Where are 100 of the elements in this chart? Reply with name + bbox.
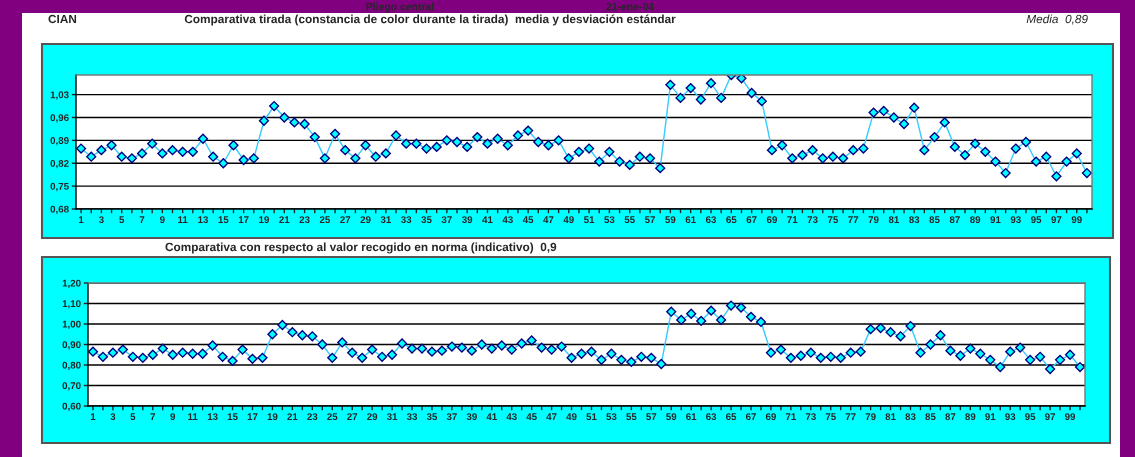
x-tick-label: 9 (170, 413, 176, 421)
x-tick-label: 41 (482, 216, 493, 223)
y-tick-label: 1,03 (50, 91, 69, 100)
x-tick-label: 87 (949, 216, 960, 224)
x-tick-label: 89 (965, 413, 976, 421)
x-tick-label: 33 (401, 216, 412, 224)
x-tick-label: 25 (319, 216, 331, 224)
y-tick-label: 1,00 (62, 320, 81, 330)
chart-title: Comparativa tirada (constancia de color durante la tirada) media y desviación estándar (184, 14, 676, 26)
x-tick-label: 99 (1064, 413, 1076, 421)
x-tick-label: 95 (1031, 216, 1042, 224)
x-tick-label: 23 (299, 216, 310, 224)
x-tick-label: 65 (726, 216, 737, 224)
x-tick-label: 29 (360, 216, 371, 224)
x-tick-label: 9 (159, 216, 165, 224)
x-tick-label: 59 (666, 413, 677, 421)
x-tick-label: 75 (827, 216, 839, 224)
x-tick-label: 97 (1045, 413, 1056, 421)
x-tick-label: 43 (506, 413, 517, 421)
x-tick-label: 51 (583, 216, 595, 224)
y-tick-label: 0,70 (62, 382, 81, 391)
y-tick-label: 1,20 (62, 279, 81, 289)
x-tick-label: 85 (925, 413, 936, 421)
x-tick-label: 99 (1071, 216, 1082, 224)
x-tick-label: 39 (466, 413, 477, 421)
x-tick-label: 25 (327, 413, 338, 421)
x-tick-label: 63 (706, 413, 717, 421)
y-tick-label: 0,90 (62, 341, 81, 350)
x-tick-label: 55 (624, 216, 635, 224)
x-tick-label: 95 (1025, 413, 1036, 421)
x-tick-label: 15 (227, 413, 238, 421)
x-tick-label: 63 (705, 216, 717, 224)
text: CIAN (48, 14, 77, 24)
x-tick-label: 77 (845, 413, 856, 420)
text: 21-ene-04 (606, 2, 654, 11)
x-tick-label: 81 (888, 216, 900, 224)
x-tick-label: 49 (566, 413, 577, 421)
y-tick-label: 0,68 (50, 205, 69, 215)
x-tick-label: 57 (644, 216, 656, 224)
x-tick-label: 69 (765, 413, 776, 421)
x-tick-label: 3 (98, 216, 104, 224)
x-tick-label: 7 (139, 216, 145, 223)
x-tick-label: 75 (825, 413, 836, 421)
x-tick-label: 31 (386, 413, 398, 421)
x-tick-label: 19 (259, 216, 270, 224)
x-tick-label: 81 (885, 413, 896, 421)
x-tick-label: 65 (726, 413, 737, 421)
x-tick-label: 87 (945, 413, 956, 421)
x-tick-label: 21 (279, 216, 290, 223)
x-tick-label: 69 (766, 216, 778, 224)
x-tick-label: 35 (426, 413, 438, 421)
x-tick-label: 83 (905, 413, 916, 421)
x-tick-label: 85 (929, 216, 940, 224)
x-tick-label: 1 (78, 216, 84, 223)
x-tick-label: 79 (865, 413, 876, 421)
x-tick-label: 3 (110, 413, 116, 421)
x-tick-label: 39 (461, 216, 473, 224)
x-tick-label: 67 (746, 216, 757, 224)
x-tick-label: 27 (340, 216, 351, 223)
x-tick-label: 55 (626, 413, 637, 421)
x-tick-label: 67 (745, 413, 756, 421)
x-tick-label: 91 (990, 216, 1001, 224)
x-tick-label: 7 (150, 413, 156, 420)
x-tick-label: 23 (307, 413, 318, 421)
x-tick-label: 59 (665, 216, 676, 224)
x-tick-label: 31 (380, 216, 392, 224)
x-tick-label: 11 (188, 413, 198, 420)
x-tick-label: 93 (1005, 413, 1016, 421)
y-tick-label: 1,10 (62, 300, 81, 309)
x-tick-label: 49 (563, 216, 574, 224)
y-tick-label: 0,75 (50, 182, 69, 192)
x-tick-label: 77 (848, 216, 859, 223)
x-tick-label: 11 (178, 216, 188, 223)
x-tick-label: 53 (606, 413, 617, 421)
x-tick-label: 53 (604, 216, 615, 224)
x-tick-label: 27 (347, 413, 358, 420)
x-tick-label: 97 (1051, 216, 1062, 224)
text: Pliego central (366, 2, 434, 13)
x-tick-label: 45 (526, 413, 537, 421)
x-tick-label: 91 (985, 413, 996, 421)
x-tick-label: 37 (441, 216, 452, 224)
x-tick-label: 47 (546, 413, 557, 420)
x-tick-label: 79 (868, 216, 879, 224)
x-tick-label: 61 (685, 216, 696, 224)
x-tick-label: 5 (119, 216, 125, 224)
x-tick-label: 61 (686, 413, 697, 421)
x-tick-label: 71 (787, 216, 798, 223)
x-tick-label: 5 (130, 413, 136, 421)
x-tick-label: 93 (1010, 216, 1021, 224)
y-tick-label: 0,60 (62, 402, 81, 412)
x-tick-label: 13 (207, 413, 218, 421)
y-tick-label: 0,89 (50, 137, 69, 146)
x-tick-label: 29 (367, 413, 378, 421)
x-tick-label: 73 (805, 413, 816, 421)
x-tick-label: 73 (807, 216, 818, 224)
x-tick-label: 89 (970, 216, 981, 224)
x-tick-label: 47 (543, 216, 554, 223)
x-tick-label: 45 (522, 216, 534, 224)
x-tick-label: 33 (406, 413, 418, 421)
x-tick-label: 13 (198, 216, 209, 224)
